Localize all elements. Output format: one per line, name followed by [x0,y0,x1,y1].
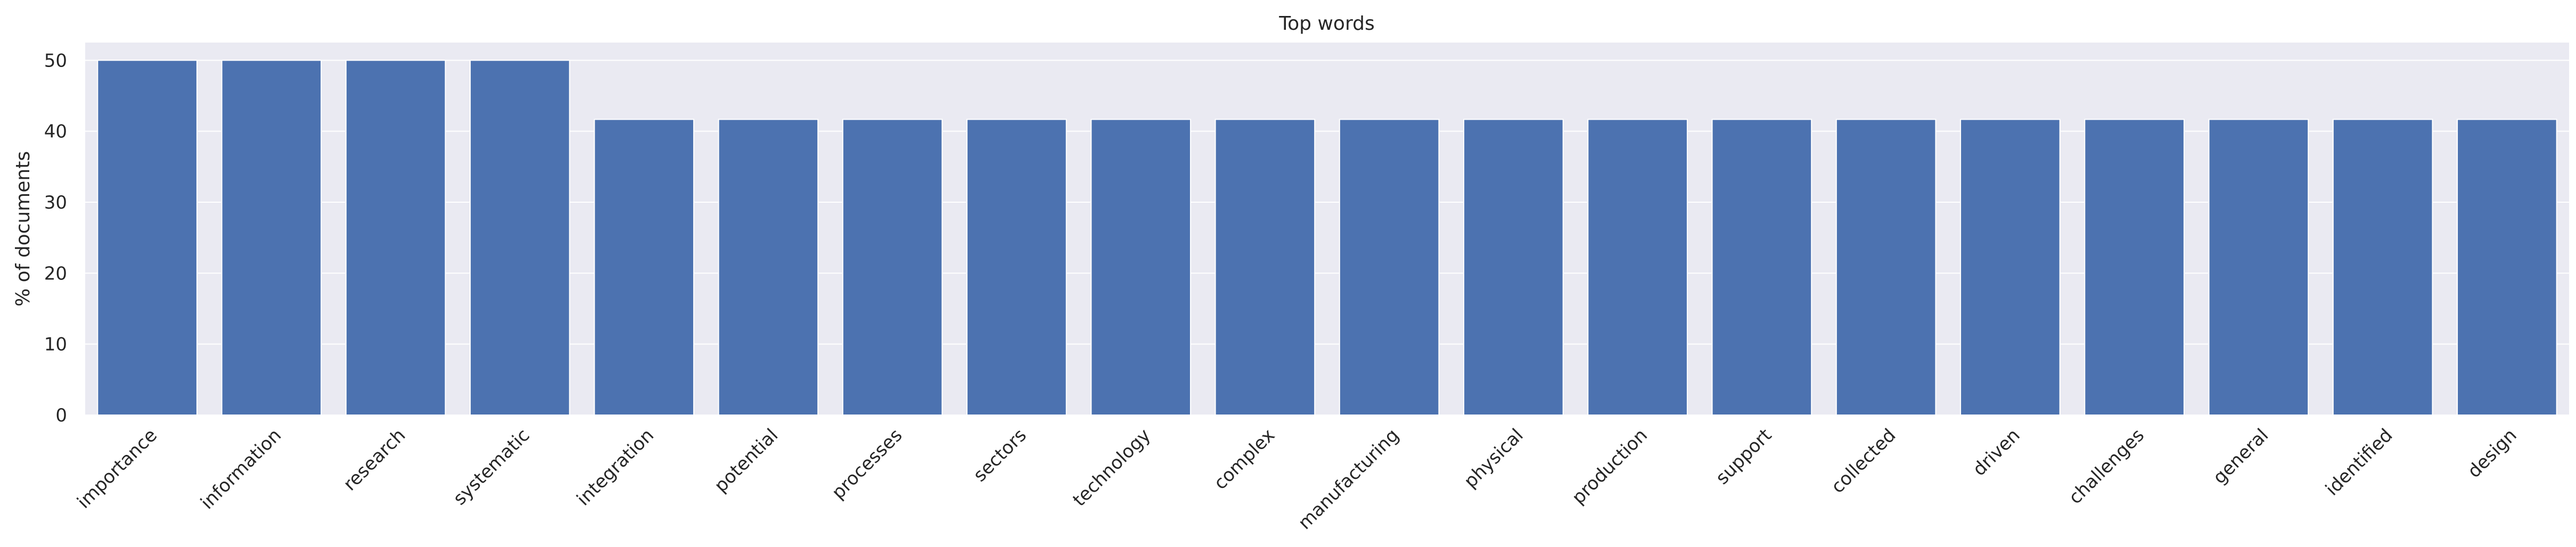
x-tick-label-technology: technology [1069,425,1155,511]
x-tick-label-support: support [1712,425,1776,489]
bar-physical [1463,119,1564,416]
x-tick-label-research: research [339,425,409,495]
bar-support [1711,119,1812,416]
y-tick-label-40: 40 [44,121,67,143]
x-tick-label-design: design [2464,425,2521,482]
x-tick-label-driven: driven [1968,425,2024,480]
bar-production [1587,119,1688,416]
y-tick-label-30: 30 [44,192,67,213]
bar-processes [842,119,943,416]
x-tick-label-complex: complex [1210,425,1279,494]
x-tick-label-integration: integration [573,425,658,510]
chart-title: Top words [1278,13,1374,35]
x-tick-label-physical: physical [1460,425,1528,492]
bar-integration [594,119,694,416]
y-tick-label-10: 10 [44,334,67,355]
x-tick-label-identified: identified [2321,425,2397,500]
bar-sectors [966,119,1067,416]
bar-potential [718,119,819,416]
bar-systematic [470,60,570,416]
bar-driven [1960,119,2061,416]
x-tick-label-processes: processes [827,425,906,503]
x-tick-label-sectors: sectors [969,425,1030,486]
y-axis-label: % of documents [12,151,34,306]
bar-research [345,60,446,416]
x-tick-label-collected: collected [1827,425,1900,498]
x-tick-label-challenges: challenges [2065,425,2148,508]
y-tick-label-50: 50 [44,50,67,71]
bar-importance [97,60,198,416]
bar-design [2457,119,2557,416]
bar-challenges [2084,119,2185,416]
bars [97,60,2557,416]
bar-manufacturing [1339,119,1440,416]
bar-collected [1835,119,1937,416]
bar-general [2208,119,2309,416]
y-tick-label-20: 20 [44,263,67,284]
x-tick-label-manufacturing: manufacturing [1294,425,1403,534]
y-axis-ticks: 0 10 20 30 40 50 [44,50,67,426]
plot-area [85,43,2569,415]
x-tick-label-systematic: systematic [449,425,534,509]
bar-information [221,60,322,416]
x-tick-label-production: production [1568,425,1652,508]
x-tick-label-importance: importance [73,425,161,513]
x-tick-label-potential: potential [710,425,782,496]
x-tick-label-general: general [2209,425,2273,488]
x-tick-label-information: information [196,425,285,513]
x-axis-ticks: importance information research systematic i… [73,425,2521,534]
bar-complex [1215,119,1316,416]
y-tick-label-0: 0 [55,405,67,426]
bar-identified [2332,119,2433,416]
bar-technology [1090,119,1191,416]
